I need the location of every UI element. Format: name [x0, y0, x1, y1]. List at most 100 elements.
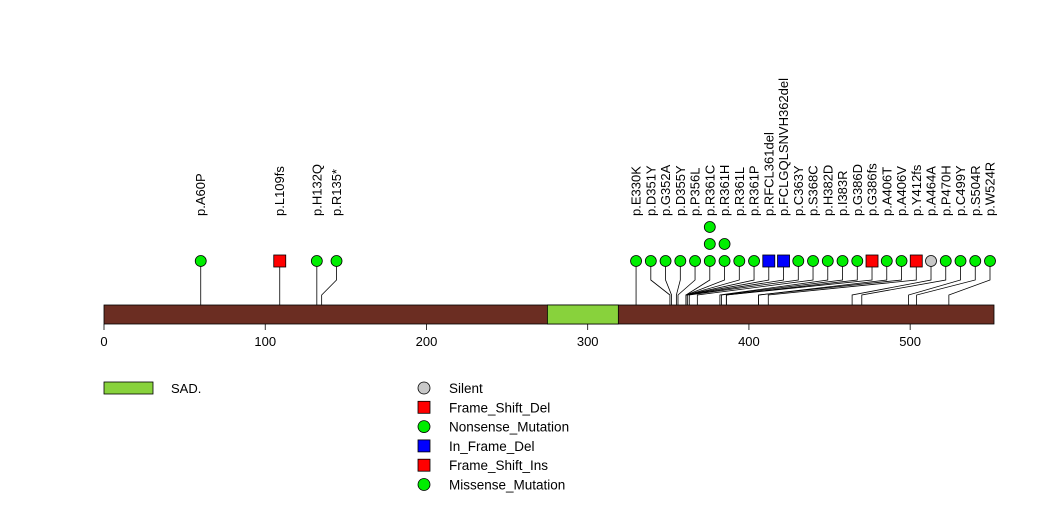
mutation-marker-circle — [984, 255, 996, 267]
mutation-label: p.P356L — [688, 168, 703, 216]
mutation-marker-circle — [821, 255, 834, 267]
mutation-label: p.G386D — [850, 164, 865, 216]
axis-tick-label: 0 — [100, 334, 107, 349]
mutation-stem — [675, 261, 681, 305]
protein-domain — [546, 304, 619, 325]
mutation-label: p.R361H — [717, 165, 732, 216]
mutation-stems — [200, 261, 991, 305]
mutation-label: p.A406V — [894, 166, 909, 216]
mutation-label: p.Y412fs — [909, 164, 924, 216]
mutation-stem — [665, 261, 672, 305]
legend-square-icon — [417, 458, 431, 472]
mutation-marker-circle — [718, 238, 731, 250]
mutation-label: p.E330K — [629, 166, 644, 216]
mutation-label: p.I383R — [835, 170, 850, 216]
mutation-stem — [685, 261, 770, 305]
mutation-marker-circle — [703, 255, 716, 267]
mutation-stem — [851, 261, 932, 305]
mutation-marker-circle — [733, 255, 746, 267]
mutation-marker-circle — [330, 255, 343, 267]
mutation-stem — [321, 261, 337, 305]
mutation-marker-circle — [969, 255, 982, 267]
mutation-stem — [650, 261, 671, 305]
mutation-label: p.C363Y — [791, 165, 806, 216]
legend-type-label: Nonsense_Mutation — [449, 420, 569, 435]
domain-legend-label: SAD. — [171, 381, 201, 396]
mutation-marker-circle — [644, 255, 657, 267]
axis-tick-label: 400 — [738, 334, 760, 349]
mutation-label: p.A464A — [924, 166, 939, 216]
legend-type-label: In_Frame_Del — [449, 439, 535, 454]
mutation-label: p.RFCL361del — [761, 132, 776, 216]
mutation-marker-circle — [748, 255, 760, 267]
mutation-stem — [719, 261, 829, 305]
legend-square-icon — [417, 439, 431, 453]
mutation-stem — [685, 261, 740, 305]
protein-backbone-group — [103, 304, 995, 325]
mutation-marker-square — [762, 254, 776, 268]
mutation-marker-circle — [703, 221, 716, 233]
mutation-stem — [687, 261, 784, 305]
mutation-marker-circle — [630, 255, 642, 267]
mutation-label: p.FCLGQLSNVH362del — [776, 78, 791, 216]
mutation-marker-circle — [659, 255, 672, 267]
mutation-label: p.H382D — [820, 165, 835, 216]
mutation-stem — [721, 261, 843, 305]
axis-tick-label: 100 — [254, 334, 276, 349]
mutation-stem — [948, 261, 991, 305]
mutation-label: p.R361C — [702, 165, 717, 216]
mutation-label: p.R361P — [747, 165, 762, 216]
mutation-markers — [194, 221, 996, 268]
mutation-label: p.H132Q — [309, 164, 324, 216]
mutation-label: p.A60P — [193, 173, 208, 216]
mutation-marker-circle — [674, 255, 687, 267]
axis-tick-label: 300 — [577, 334, 599, 349]
legend-circle-icon — [417, 420, 431, 434]
axis-tick-label: 200 — [416, 334, 438, 349]
mutation-marker-circle — [880, 255, 893, 267]
legend-square-icon — [417, 400, 431, 414]
axis-tick-label: 500 — [899, 334, 921, 349]
legend-circle-icon — [417, 478, 431, 491]
mutation-marker-circle — [718, 255, 731, 267]
mutation-marker-circle — [939, 255, 952, 267]
mutation-marker-circle — [895, 255, 908, 267]
mutation-label: p.G352A — [658, 164, 673, 216]
mutation-type-legend: Silent Frame_Shift_Del Nonsense_Mutation In… — [417, 381, 569, 493]
mutation-label: p.P470H — [938, 165, 953, 216]
mutation-labels: p.A60P p.L109fs p.H132Q p.R135* p.E330K p.D35… — [193, 78, 997, 216]
mutation-stem — [688, 261, 799, 305]
mutation-stem — [916, 261, 976, 305]
mutation-label: p.A406T — [879, 167, 894, 216]
mutation-marker-circle — [851, 255, 864, 267]
mutation-marker-circle — [310, 255, 323, 267]
mutation-marker-circle — [689, 255, 701, 267]
mutation-label: p.R361L — [732, 167, 747, 216]
legend-type-label: Frame_Shift_Del — [449, 400, 550, 415]
mutation-stem — [725, 261, 873, 305]
mutation-marker-circle — [925, 255, 937, 267]
legend-type-label: Frame_Shift_Ins — [449, 458, 548, 473]
mutation-marker-square — [777, 254, 790, 268]
domain-legend-swatch — [103, 381, 154, 395]
mutation-stem — [908, 261, 961, 305]
mutation-label: p.S368C — [806, 165, 821, 216]
mutation-label: p.G386fs — [865, 163, 880, 216]
mutation-label: p.D351Y — [643, 165, 658, 216]
legend-type-label: Silent — [449, 381, 483, 396]
mutation-label: p.S504R — [968, 165, 983, 216]
mutation-stem — [758, 261, 902, 305]
legend-circle-icon — [417, 381, 431, 395]
mutation-stem — [677, 261, 696, 305]
mutation-marker-square — [865, 254, 879, 268]
mutation-stem — [861, 261, 947, 305]
mutation-stem — [767, 261, 917, 305]
mutation-stem — [696, 261, 814, 305]
mutation-marker-circle — [807, 255, 819, 267]
mutation-marker-circle — [703, 238, 716, 250]
mutation-marker-circle — [954, 255, 967, 267]
legend-type-label: Missense_Mutation — [449, 478, 565, 493]
mutation-marker-circle — [792, 255, 805, 267]
mutation-label: p.R135* — [329, 169, 344, 216]
